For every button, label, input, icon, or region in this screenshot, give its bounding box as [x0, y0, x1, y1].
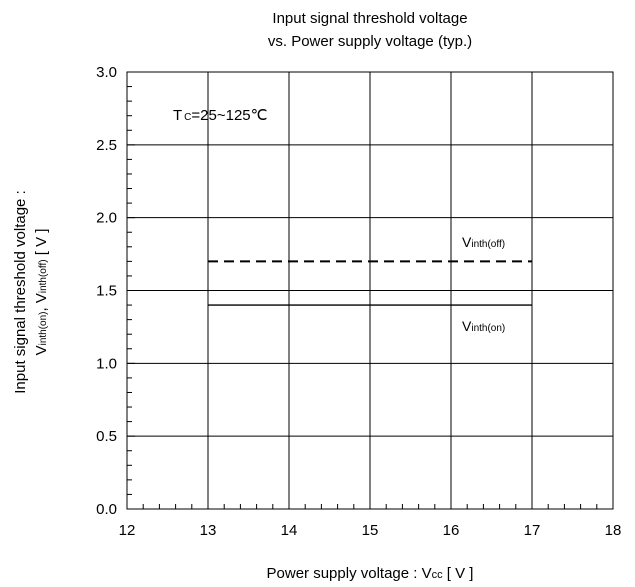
- y-tick-label: 0.5: [96, 428, 117, 445]
- x-tick-label: 14: [281, 522, 298, 539]
- y-axis-label-v1: V: [33, 345, 50, 355]
- x-axis-label-main: Power supply voltage : V: [267, 565, 432, 582]
- grid: [127, 72, 613, 509]
- condition-label: T C=25~125℃: [173, 107, 267, 124]
- y-axis-label-unit: [ V ]: [33, 229, 50, 260]
- y-axis-label-line1: Input signal threshold voltage :: [12, 190, 29, 393]
- y-axis-label-line2: Vinth(on), Vinth(off) [ V ]: [33, 229, 50, 356]
- series-label-on: Vinth(on): [462, 318, 505, 334]
- series-label-off-sub: inth(off): [471, 239, 505, 250]
- y-axis-label-sep: , V: [33, 293, 50, 311]
- x-tick-label: 13: [200, 522, 217, 539]
- series-label-off-main: V: [462, 234, 472, 250]
- x-tick-label: 17: [524, 522, 541, 539]
- y-tick-label: 1.5: [96, 283, 117, 300]
- series-label-on-main: V: [462, 318, 472, 334]
- series-label-on-sub: inth(on): [471, 323, 505, 334]
- series-label-off: Vinth(off): [462, 234, 505, 250]
- y-axis-label-sub2: inth(off): [38, 259, 49, 293]
- y-tick-label: 2.5: [96, 137, 117, 154]
- x-tick-label: 16: [443, 522, 460, 539]
- y-tick-labels: 0.0 0.5 1.0 1.5 2.0 2.5 3.0: [96, 64, 117, 518]
- x-axis-label: Power supply voltage : Vcc [ V ]: [267, 565, 474, 582]
- plot-frame: [126, 71, 614, 510]
- y-axis-label-sub1: inth(on): [38, 312, 49, 346]
- y-tick-label: 3.0: [96, 64, 117, 81]
- minor-ticks: [126, 71, 614, 510]
- y-tick-label: 1.0: [96, 355, 117, 372]
- x-axis-label-tail: [ V ]: [443, 565, 474, 582]
- series-lines: [208, 260, 532, 306]
- x-tick-label: 18: [605, 522, 622, 539]
- y-tick-label: 2.0: [96, 210, 117, 227]
- x-tick-labels: 12 13 14 15 16 17 18: [119, 522, 622, 539]
- x-tick-label: 12: [119, 522, 136, 539]
- y-tick-label: 0.0: [96, 501, 117, 518]
- condition-t: T: [173, 107, 182, 124]
- condition-sub: C: [184, 112, 191, 123]
- chart-title-line2: vs. Power supply voltage (typ.): [268, 33, 472, 50]
- x-tick-label: 15: [362, 522, 379, 539]
- chart-title-line1: Input signal threshold voltage: [272, 10, 467, 27]
- x-axis-label-sub: cc: [432, 569, 444, 581]
- condition-rest: =25~125℃: [191, 107, 267, 124]
- y-axis-label: Input signal threshold voltage : Vinth(o…: [12, 190, 50, 393]
